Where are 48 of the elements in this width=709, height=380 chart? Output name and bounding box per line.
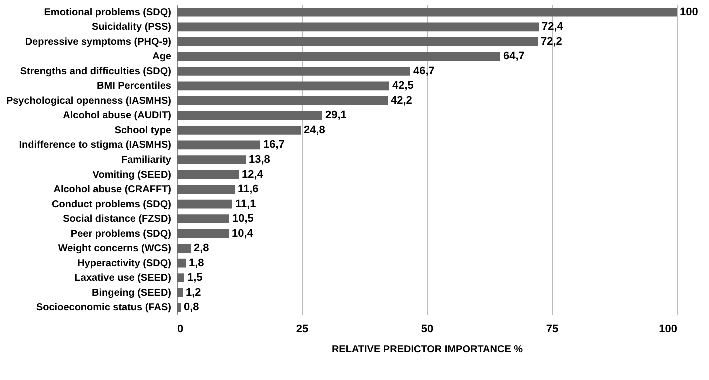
y-tick-label: Socioeconomic status (FAS) <box>36 302 172 314</box>
x-tick-label: 0 <box>178 324 184 336</box>
data-label: 29,1 <box>326 110 347 122</box>
y-tick-label: School type <box>114 125 172 136</box>
y-tick-label: Bingeing (SEED) <box>92 288 172 299</box>
y-tick-label: Suicidality (PSS) <box>92 22 172 34</box>
data-label: 72,4 <box>542 21 564 34</box>
y-tick-label: Peer problems (SDQ) <box>70 228 172 240</box>
y-tick-label: Age <box>152 52 172 63</box>
data-label: 16,7 <box>264 139 285 152</box>
y-tick-label: Indifference to stigma (IASMHS) <box>19 140 172 152</box>
data-label: 24,8 <box>304 124 326 136</box>
x-axis-title: RELATIVE PREDICTOR IMPORTANCE % <box>332 344 524 356</box>
x-tick-label: 50 <box>421 324 434 336</box>
data-label: 42,5 <box>392 80 414 92</box>
data-label: 12,4 <box>242 168 264 181</box>
data-label: 0,8 <box>184 302 200 314</box>
y-tick-label: Psychological openness (IASMHS) <box>6 96 172 107</box>
data-label: 11,1 <box>236 198 256 210</box>
y-tick-label: Depressive symptoms (PHQ-9) <box>25 36 172 48</box>
data-label: 42,2 <box>391 94 412 107</box>
data-label: 11,6 <box>238 184 259 196</box>
data-label: 1,5 <box>188 272 203 284</box>
y-tick-label: Vomiting (SEED) <box>92 170 172 181</box>
x-tick-label: 25 <box>296 324 309 336</box>
y-tick-label: Familiarity <box>121 155 172 166</box>
y-tick-label: Emotional problems (SDQ) <box>44 7 172 18</box>
y-tick-label: Social distance (FZSD) <box>63 214 172 226</box>
y-tick-label: Conduct problems (SDQ) <box>52 199 172 210</box>
data-label: 2,8 <box>194 242 210 255</box>
y-tick-label: Laxative use (SEED) <box>74 273 172 284</box>
data-label: 72,2 <box>541 36 562 48</box>
y-tick-label: Alcohol abuse (AUDIT) <box>63 110 172 122</box>
data-label: 100 <box>680 6 698 18</box>
data-label: 10,4 <box>232 228 254 240</box>
y-tick-label: Hyperactivity (SDQ) <box>78 258 172 270</box>
data-label: 13,8 <box>249 154 270 166</box>
x-tick-label: 75 <box>546 324 559 336</box>
data-label: 46,7 <box>414 65 435 78</box>
data-label: 64,7 <box>504 50 525 63</box>
y-tick-label: Weight concerns (WCS) <box>58 244 172 255</box>
data-label: 1,8 <box>189 257 204 270</box>
y-tick-label: Strengths and difficulties (SDQ) <box>20 66 172 78</box>
y-tick-label: BMI Percentiles <box>97 81 172 92</box>
data-label: 10,5 <box>232 213 254 226</box>
x-tick-label: 100 <box>659 324 678 336</box>
data-label: 1,2 <box>186 286 202 299</box>
y-tick-label: Alcohol abuse (CRAFFT) <box>54 184 172 196</box>
